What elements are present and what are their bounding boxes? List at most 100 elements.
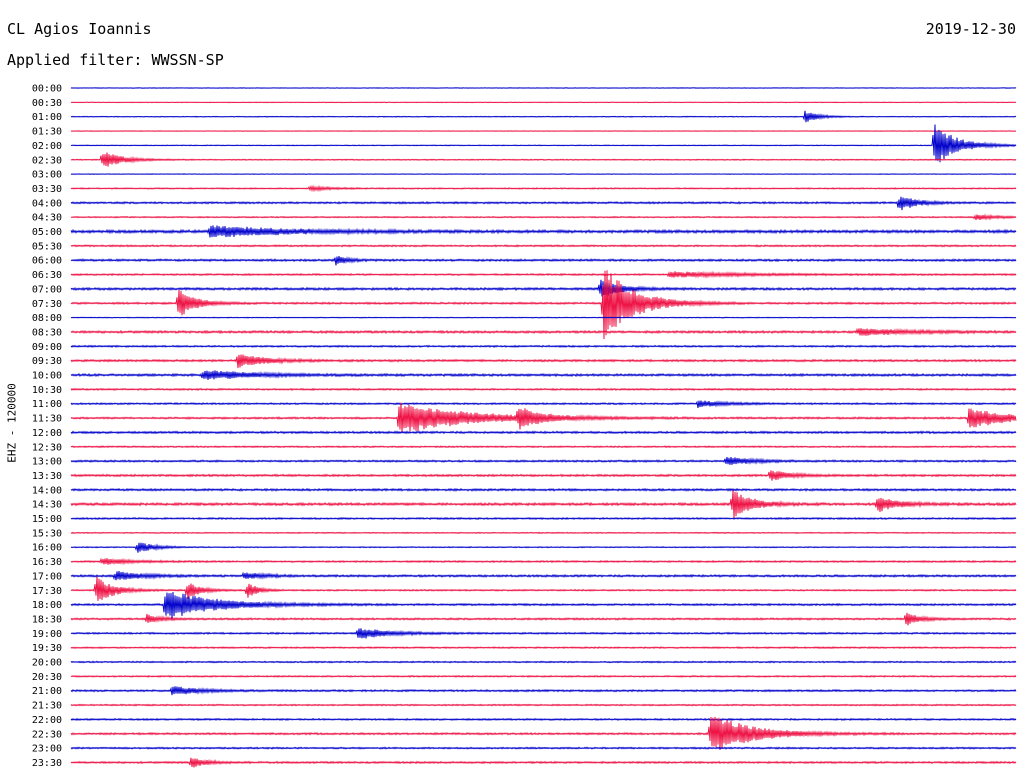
seismic-trace-row bbox=[70, 225, 1017, 238]
seismic-trace-row bbox=[70, 628, 1017, 639]
row-time-label: 15:00 bbox=[32, 514, 62, 525]
row-time-label: 06:30 bbox=[32, 270, 62, 281]
seismic-trace-row bbox=[70, 531, 1017, 535]
row-time-label: 17:00 bbox=[32, 571, 62, 582]
seismic-trace-row bbox=[70, 354, 1017, 369]
seismic-trace-row bbox=[70, 124, 1017, 163]
row-time-label: 01:30 bbox=[32, 127, 62, 138]
seismic-trace-row bbox=[70, 674, 1017, 678]
seismic-trace-row bbox=[70, 270, 1017, 279]
row-time-label: 11:30 bbox=[32, 414, 62, 425]
seismic-trace-row bbox=[70, 746, 1017, 750]
seismic-trace-row bbox=[70, 370, 1017, 380]
row-time-label: 05:30 bbox=[32, 241, 62, 252]
seismic-trace-row bbox=[70, 130, 1017, 132]
seismic-trace-row bbox=[70, 184, 1017, 193]
seismic-trace-row bbox=[70, 516, 1017, 521]
row-time-label: 09:30 bbox=[32, 356, 62, 367]
row-time-label: 07:30 bbox=[32, 299, 62, 310]
row-time-label: 01:00 bbox=[32, 112, 62, 123]
seismic-trace-row bbox=[70, 646, 1017, 650]
seismic-trace-row bbox=[70, 576, 1017, 601]
seismic-trace-row bbox=[70, 327, 1017, 336]
seismic-trace-row bbox=[70, 703, 1017, 707]
seismic-trace-row bbox=[70, 430, 1017, 435]
seismic-trace-row bbox=[70, 456, 1017, 465]
row-time-label: 04:30 bbox=[32, 213, 62, 224]
row-time-label: 21:00 bbox=[32, 686, 62, 697]
row-time-label: 19:00 bbox=[32, 629, 62, 640]
row-time-label: 10:00 bbox=[32, 371, 62, 382]
row-time-label: 02:00 bbox=[32, 141, 62, 152]
record-date: 2019-12-30 bbox=[925, 20, 1016, 38]
seismic-trace-row bbox=[70, 152, 1017, 167]
seismic-trace-row bbox=[70, 686, 1017, 696]
row-time-label: 05:00 bbox=[32, 227, 62, 238]
seismic-trace-row bbox=[70, 717, 1017, 722]
station-title: CL Agios Ioannis bbox=[7, 20, 152, 38]
seismic-trace-row bbox=[70, 557, 1017, 566]
row-time-label: 12:00 bbox=[32, 428, 62, 439]
seismic-trace-row bbox=[70, 110, 1017, 123]
row-time-label: 13:30 bbox=[32, 471, 62, 482]
row-time-label: 18:00 bbox=[32, 600, 62, 611]
seismic-trace-row bbox=[70, 716, 1017, 751]
row-time-label: 07:00 bbox=[32, 284, 62, 295]
row-time-label: 21:30 bbox=[32, 701, 62, 712]
row-time-label: 16:00 bbox=[32, 543, 62, 554]
seismic-trace-row bbox=[70, 592, 1017, 619]
row-time-label: 20:30 bbox=[32, 672, 62, 683]
seismic-trace-row bbox=[70, 660, 1017, 664]
row-time-label: 12:30 bbox=[32, 442, 62, 453]
seismic-trace-row bbox=[70, 571, 1017, 581]
row-time-label: 15:30 bbox=[32, 528, 62, 539]
seismic-trace-row bbox=[70, 255, 1017, 266]
row-time-label: 16:30 bbox=[32, 557, 62, 568]
seismic-trace-row bbox=[70, 470, 1017, 481]
seismic-trace-row bbox=[70, 101, 1017, 104]
seismic-trace-row bbox=[70, 400, 1017, 409]
row-time-label: 03:30 bbox=[32, 184, 62, 195]
row-time-label: 06:00 bbox=[32, 256, 62, 267]
row-time-label: 02:30 bbox=[32, 155, 62, 166]
row-time-label: 03:00 bbox=[32, 170, 62, 181]
seismic-trace-row bbox=[70, 757, 1017, 768]
seismic-trace-row bbox=[70, 344, 1017, 348]
seismic-trace-row bbox=[70, 612, 1017, 626]
row-time-label: 04:00 bbox=[32, 198, 62, 209]
row-time-label: 13:00 bbox=[32, 457, 62, 468]
row-time-label: 09:00 bbox=[32, 342, 62, 353]
row-time-label: 10:30 bbox=[32, 385, 62, 396]
row-time-label: 11:00 bbox=[32, 399, 62, 410]
seismic-trace-row bbox=[70, 316, 1017, 319]
row-time-label: 00:00 bbox=[32, 84, 62, 95]
row-time-label: 22:00 bbox=[32, 715, 62, 726]
row-time-label: 23:30 bbox=[32, 758, 62, 769]
seismic-trace-row bbox=[70, 87, 1017, 89]
row-time-label: 00:30 bbox=[32, 98, 62, 109]
seismic-trace-row bbox=[70, 279, 1017, 297]
row-time-label: 22:30 bbox=[32, 729, 62, 740]
seismic-trace-row bbox=[70, 487, 1017, 492]
row-time-label: 08:00 bbox=[32, 313, 62, 324]
row-time-label: 14:00 bbox=[32, 485, 62, 496]
filter-label: Applied filter: WWSSN-SP bbox=[7, 51, 224, 69]
seismic-trace-row bbox=[70, 213, 1017, 221]
seismic-trace-row bbox=[70, 402, 1017, 433]
seismic-trace-row bbox=[70, 270, 1017, 340]
row-time-label: 18:30 bbox=[32, 614, 62, 625]
seismic-trace-row bbox=[70, 244, 1017, 248]
row-time-label: 14:30 bbox=[32, 500, 62, 511]
seismic-trace-row bbox=[70, 490, 1017, 518]
seismic-trace-row bbox=[70, 542, 1017, 553]
seismic-trace-row bbox=[70, 173, 1017, 175]
row-time-label: 23:00 bbox=[32, 744, 62, 755]
seismic-trace-row bbox=[70, 387, 1017, 392]
row-time-label: 20:00 bbox=[32, 658, 62, 669]
seismic-trace-row bbox=[70, 196, 1017, 211]
row-time-label: 17:30 bbox=[32, 586, 62, 597]
row-time-label: 19:30 bbox=[32, 643, 62, 654]
seismic-trace-row bbox=[70, 445, 1017, 449]
row-time-label: 08:30 bbox=[32, 327, 62, 338]
